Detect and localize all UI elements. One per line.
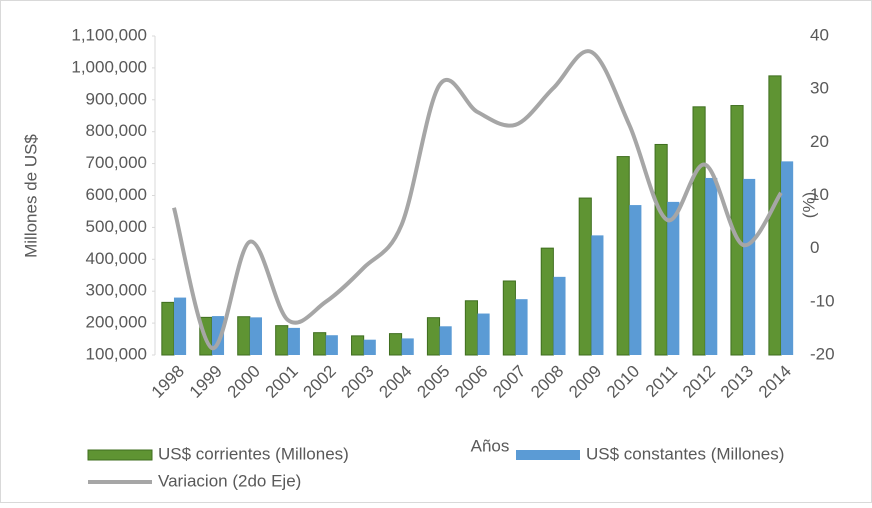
bar	[161, 301, 175, 356]
legend-label: Variacion (2do Eje)	[158, 471, 301, 490]
y2-tick-label: 40	[810, 25, 829, 44]
bar	[249, 317, 262, 355]
bar	[692, 106, 706, 356]
bar	[515, 299, 528, 355]
bar	[287, 327, 300, 355]
y-tick-label: 900,000	[86, 89, 147, 108]
legend-swatch	[87, 449, 153, 461]
y-tick-label: 800,000	[86, 121, 147, 140]
y2-tick-label: -10	[810, 291, 835, 310]
bar	[363, 339, 376, 355]
x-axis-title: Años	[471, 436, 510, 455]
bar	[591, 235, 604, 355]
y-tick-label: 300,000	[86, 281, 147, 300]
bar	[325, 335, 338, 355]
bar	[351, 335, 365, 356]
bar	[667, 201, 680, 355]
bar	[553, 276, 566, 355]
y-tick-label: 1,100,000	[71, 25, 147, 44]
y2-axis-title: (%)	[799, 192, 818, 218]
y2-tick-label: 0	[810, 238, 819, 257]
bar	[237, 316, 251, 356]
y-tick-label: 700,000	[86, 153, 147, 172]
bar	[654, 143, 668, 356]
line	[172, 49, 783, 351]
bar	[275, 325, 289, 356]
bar	[781, 161, 794, 355]
bar	[173, 297, 187, 355]
y-axis-title: Millones de US$	[21, 134, 40, 258]
bar	[477, 313, 490, 355]
y2-tick-label: -20	[810, 344, 835, 363]
y-tick-label: 200,000	[86, 313, 147, 332]
y-tick-label: 100,000	[86, 344, 147, 363]
y-tick-label: 1,000,000	[71, 57, 147, 76]
legend-swatch	[516, 450, 580, 460]
bar	[705, 177, 718, 355]
bar	[439, 326, 452, 355]
bar	[464, 300, 479, 356]
legend-label: US$ corrientes (Millones)	[158, 444, 349, 463]
bar	[502, 280, 516, 356]
bar	[578, 197, 592, 356]
bar	[540, 247, 554, 356]
bar	[313, 332, 327, 356]
bar	[629, 205, 642, 355]
legend-label: US$ constantes (Millones)	[586, 444, 784, 463]
y2-tick-label: 20	[810, 132, 829, 151]
y-tick-label: 500,000	[86, 217, 147, 236]
bar	[401, 338, 414, 355]
bar	[743, 178, 756, 355]
y-tick-label: 600,000	[86, 185, 147, 204]
y2-tick-label: 30	[810, 79, 829, 98]
y2-tick-label: 10	[810, 185, 829, 204]
bar	[616, 156, 630, 356]
bar	[388, 333, 403, 356]
y-tick-label: 400,000	[86, 249, 147, 268]
bar	[426, 317, 441, 356]
